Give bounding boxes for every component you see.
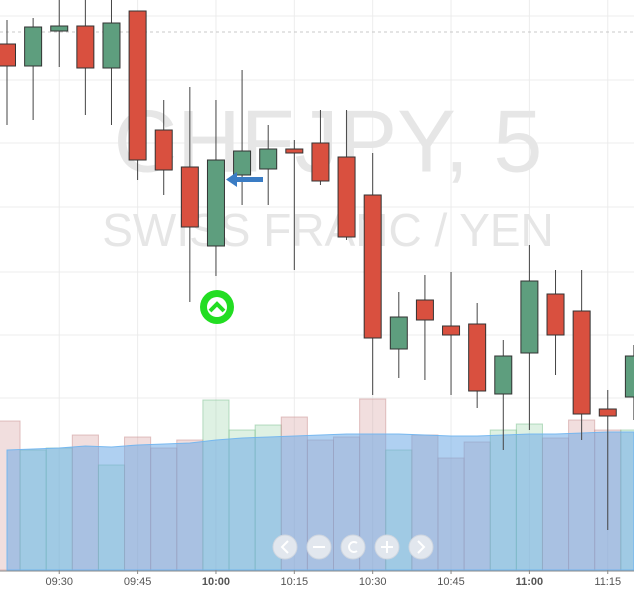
pointer-arrow <box>226 172 263 187</box>
signal-up <box>200 290 234 324</box>
candle-body <box>206 159 225 247</box>
x-tick-label: 10:00 <box>202 576 230 588</box>
candle-body <box>24 26 43 67</box>
candle-body <box>520 280 539 354</box>
reset[interactable] <box>340 534 366 560</box>
x-tick-label: 10:15 <box>281 576 309 588</box>
x-tick-label: 09:45 <box>124 576 152 588</box>
candle-body <box>415 299 434 321</box>
candle-body <box>598 408 617 417</box>
candle-body <box>494 355 513 395</box>
candle-body <box>233 150 252 176</box>
x-tick-label: 10:30 <box>359 576 387 588</box>
candle-body <box>285 148 304 154</box>
x-tick-label: 09:30 <box>45 576 73 588</box>
candle-body <box>389 316 408 350</box>
x-tick-label: 11:15 <box>594 576 621 588</box>
watermark-name: SWISS FRANC / YEN <box>102 204 554 256</box>
candle-body <box>180 166 199 228</box>
x-tick-label: 11:00 <box>516 576 544 588</box>
candle-body <box>154 129 173 171</box>
candle-body <box>128 10 147 161</box>
candle-body <box>76 25 95 69</box>
candle-body <box>50 25 69 32</box>
candle-body <box>442 325 461 336</box>
candle-body <box>311 142 330 182</box>
candle-body <box>337 156 356 238</box>
candle-body <box>259 148 278 170</box>
candle-body <box>546 293 565 336</box>
candle-body <box>468 323 487 392</box>
scroll-right[interactable] <box>408 534 434 560</box>
x-tick-label: 10:45 <box>437 576 465 588</box>
candle-body <box>102 22 121 69</box>
candle-body <box>0 43 16 67</box>
candle-body <box>572 310 591 415</box>
candle-body <box>363 194 382 339</box>
scroll-left[interactable] <box>272 534 298 560</box>
candle-body <box>624 355 634 398</box>
volume-average-area <box>6 431 634 571</box>
zoom-controls <box>272 534 434 560</box>
